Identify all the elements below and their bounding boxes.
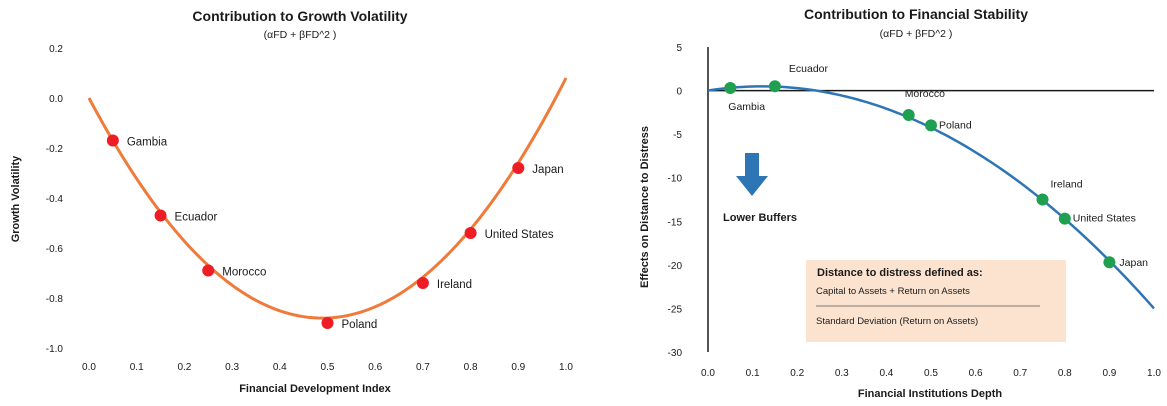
left-point-label: Japan [532, 164, 563, 176]
left-x-tick-label: 0.3 [225, 362, 239, 373]
left-x-tick-label: 0.4 [273, 362, 287, 373]
left-data-point [321, 317, 334, 329]
right-y-tick-label: -25 [668, 304, 683, 315]
right-x-axis-label: Financial Institutions Depth [858, 388, 1003, 400]
right-data-point [1103, 256, 1116, 269]
right-y-axis-label: Effects on Distance to Distress [639, 126, 651, 288]
note-title: Distance to distress defined as: [817, 267, 983, 279]
left-data-point [106, 134, 119, 147]
right-data-point [925, 119, 937, 132]
right-plot-area: Gambia Ecuador Morocco Poland Ireland United … [707, 47, 1155, 352]
right-point-label: Morocco [905, 88, 945, 100]
left-x-tick-label: 0.2 [177, 362, 191, 373]
right-point-label: Gambia [728, 101, 765, 113]
left-x-tick-label: 0.6 [368, 362, 382, 373]
right-x-tick-label: 0.8 [1058, 368, 1072, 379]
left-y-tick-labels: -1.0 -0.8 -0.6 -0.4 -0.2 0.0 0.2 [46, 44, 64, 355]
right-point-label: Poland [939, 119, 972, 131]
right-y-tick-label: -15 [668, 217, 683, 228]
right-y-tick-labels: -30 -25 -20 -15 -10 -5 0 5 [668, 43, 683, 359]
right-data-point [724, 81, 737, 94]
right-point-label: Ecuador [789, 63, 829, 75]
right-x-tick-labels: 0.0 0.1 0.2 0.3 0.4 0.5 0.6 0.7 0.8 0.9 1.0 [701, 368, 1161, 379]
note-box [806, 260, 1066, 342]
right-data-point [1036, 193, 1049, 206]
left-point-label: Ecuador [175, 212, 218, 224]
right-x-tick-label: 0.9 [1102, 368, 1116, 379]
note-numerator: Capital to Assets + Return on Assets [816, 286, 970, 297]
right-y-tick-label: -30 [668, 348, 683, 359]
left-data-point [202, 264, 215, 277]
left-y-tick-label: -0.2 [46, 144, 64, 155]
left-x-tick-labels: 0.0 0.1 0.2 0.3 0.4 0.5 0.6 0.7 0.8 0.9 1.0 [82, 362, 573, 373]
left-point-label: Morocco [222, 267, 266, 279]
left-data-point [464, 227, 477, 239]
left-y-axis-label: Growth Volatility [10, 155, 22, 242]
left-y-tick-label: -0.6 [46, 244, 64, 255]
left-y-tick-label: 0.0 [49, 94, 63, 105]
arrow-down-icon [736, 176, 768, 196]
left-y-tick-label: -0.8 [46, 294, 64, 305]
right-point-label: Ireland [1051, 179, 1083, 191]
right-x-tick-label: 0.2 [790, 368, 804, 379]
left-point-label: United States [485, 229, 554, 241]
right-x-tick-label: 0.1 [746, 368, 760, 379]
distance-to-distress-note: Distance to distress defined as: Capital… [806, 260, 1066, 342]
lower-buffers-label: Lower Buffers [723, 212, 797, 224]
right-y-tick-label: 5 [676, 43, 682, 54]
right-chart-title: Contribution to Financial Stability [804, 6, 1028, 22]
right-y-tick-label: -5 [673, 130, 682, 141]
right-y-tick-label: 0 [676, 87, 682, 98]
left-x-tick-label: 0.1 [130, 362, 144, 373]
left-x-axis-label: Financial Development Index [239, 383, 391, 395]
left-data-point [512, 162, 525, 174]
right-x-tick-label: 0.5 [924, 368, 938, 379]
left-data-point [154, 209, 167, 222]
right-x-tick-label: 0.0 [701, 368, 715, 379]
left-series-line [87, 77, 568, 320]
note-denominator: Standard Deviation (Return on Assets) [816, 316, 978, 327]
right-data-point [1058, 212, 1071, 225]
lower-buffers-arrow [736, 153, 768, 196]
left-chart-subtitle: (αFD + βFD^2 ) [264, 29, 337, 41]
growth-volatility-chart: Contribution to Growth Volatility (αFD +… [10, 8, 573, 395]
left-y-tick-label: -0.4 [46, 194, 64, 205]
right-chart-subtitle: (αFD + βFD^2 ) [880, 28, 953, 40]
right-x-tick-label: 1.0 [1147, 368, 1161, 379]
right-y-tick-label: -20 [668, 261, 683, 272]
right-point-label: Japan [1119, 257, 1148, 269]
left-x-tick-label: 0.8 [464, 362, 478, 373]
left-data-point [416, 277, 429, 289]
right-x-tick-label: 0.6 [969, 368, 983, 379]
left-x-tick-label: 0.7 [416, 362, 430, 373]
left-x-tick-label: 0.5 [321, 362, 335, 373]
financial-stability-chart: Contribution to Financial Stability (αFD… [639, 6, 1161, 400]
left-point-label: Gambia [127, 137, 168, 149]
right-y-tick-label: -10 [668, 174, 683, 185]
left-y-tick-label: 0.2 [49, 44, 63, 55]
left-y-tick-label: -1.0 [46, 344, 64, 355]
left-point-label: Ireland [437, 279, 472, 291]
left-point-label: Poland [342, 319, 378, 331]
arrow-shaft [745, 153, 759, 177]
left-chart-title: Contribution to Growth Volatility [192, 8, 407, 24]
right-x-tick-label: 0.4 [879, 368, 893, 379]
right-data-point [768, 80, 781, 93]
right-data-point [902, 108, 915, 121]
left-x-tick-label: 0.0 [82, 362, 96, 373]
right-point-label: United States [1073, 213, 1136, 225]
right-x-tick-label: 0.3 [835, 368, 849, 379]
left-x-tick-label: 0.9 [511, 362, 525, 373]
left-x-tick-label: 1.0 [559, 362, 573, 373]
left-plot-area: Gambia Ecuador Morocco Poland Ireland United … [87, 77, 568, 331]
right-x-tick-label: 0.7 [1013, 368, 1027, 379]
